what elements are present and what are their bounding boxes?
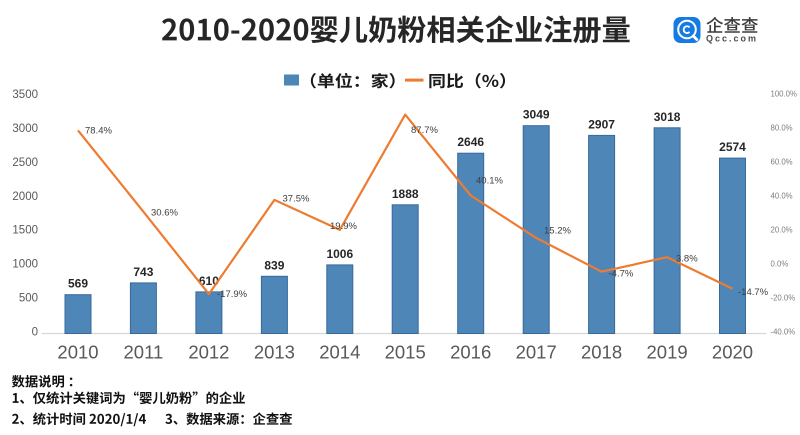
- svg-text:2019: 2019: [647, 342, 688, 363]
- svg-text:2012: 2012: [188, 342, 229, 363]
- svg-text:2500: 2500: [12, 157, 38, 169]
- svg-text:20.0%: 20.0%: [771, 226, 793, 235]
- svg-text:-20.0%: -20.0%: [771, 294, 796, 303]
- svg-text:1006: 1006: [326, 247, 353, 261]
- svg-text:-17.9%: -17.9%: [217, 289, 248, 300]
- svg-text:2646: 2646: [457, 135, 484, 149]
- svg-text:-4.7%: -4.7%: [609, 268, 634, 279]
- svg-text:37.5%: 37.5%: [283, 193, 310, 204]
- svg-text:1500: 1500: [12, 225, 38, 237]
- svg-text:2010: 2010: [57, 342, 98, 363]
- svg-text:3018: 3018: [654, 110, 681, 124]
- svg-text:87.7%: 87.7%: [411, 125, 438, 136]
- svg-text:80.0%: 80.0%: [771, 124, 793, 133]
- svg-text:2017: 2017: [516, 342, 557, 363]
- svg-text:-14.7%: -14.7%: [738, 287, 769, 298]
- svg-text:743: 743: [133, 265, 153, 279]
- svg-text:3.8%: 3.8%: [676, 253, 698, 264]
- svg-text:1000: 1000: [12, 259, 38, 271]
- svg-text:2014: 2014: [319, 342, 360, 363]
- svg-text:2000: 2000: [12, 191, 38, 203]
- svg-text:2011: 2011: [124, 342, 164, 363]
- svg-text:60.0%: 60.0%: [771, 158, 793, 167]
- svg-text:500: 500: [19, 293, 38, 305]
- svg-text:40.0%: 40.0%: [771, 192, 793, 201]
- svg-text:Qcc.com: Qcc.com: [706, 34, 758, 44]
- svg-text:30.6%: 30.6%: [151, 207, 178, 218]
- svg-text:2015: 2015: [385, 342, 426, 363]
- svg-text:-40.0%: -40.0%: [771, 328, 796, 337]
- svg-text:2018: 2018: [581, 342, 622, 363]
- svg-text:0.0%: 0.0%: [771, 260, 789, 269]
- svg-text:2020: 2020: [712, 342, 753, 363]
- svg-text:40.1%: 40.1%: [476, 175, 503, 186]
- svg-text:19.9%: 19.9%: [330, 221, 357, 232]
- svg-text:0: 0: [32, 327, 38, 339]
- svg-text:839: 839: [264, 258, 284, 272]
- svg-text:78.4%: 78.4%: [85, 125, 112, 136]
- svg-text:2907: 2907: [588, 117, 615, 131]
- svg-text:3049: 3049: [523, 108, 550, 122]
- svg-text:569: 569: [68, 277, 88, 291]
- svg-text:15.2%: 15.2%: [544, 225, 571, 236]
- svg-text:2016: 2016: [450, 342, 491, 363]
- svg-text:3500: 3500: [12, 89, 38, 101]
- svg-text:2574: 2574: [719, 140, 746, 154]
- svg-text:2013: 2013: [254, 342, 295, 363]
- svg-text:610: 610: [199, 274, 219, 288]
- svg-text:3000: 3000: [12, 123, 38, 135]
- svg-text:100.0%: 100.0%: [771, 90, 798, 99]
- svg-text:1888: 1888: [392, 187, 419, 201]
